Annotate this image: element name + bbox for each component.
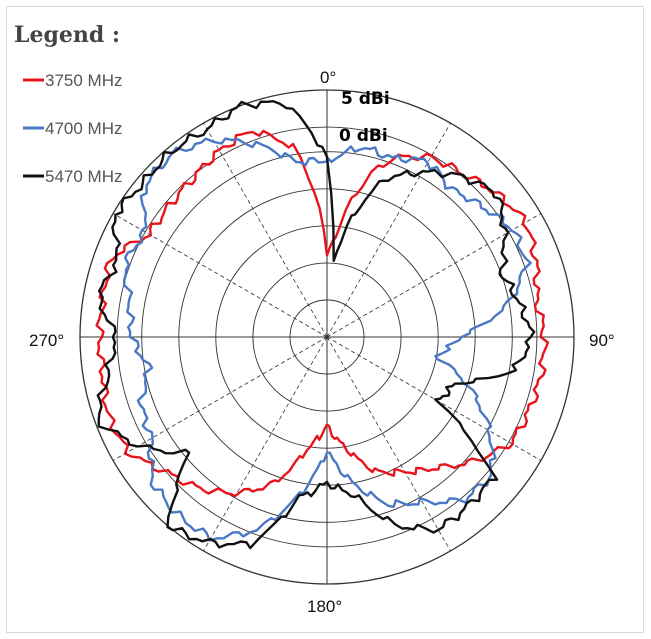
ring-label-5dbi: 5 dBi bbox=[341, 89, 390, 109]
polar-grid bbox=[79, 89, 575, 585]
legend: Legend : 3750 MHz 4700 MHz 5470 MHz bbox=[14, 22, 122, 186]
grid-spoke bbox=[326, 122, 451, 338]
legend-label-4700: 4700 MHz bbox=[45, 119, 122, 138]
series-line-3750-mhz bbox=[95, 129, 550, 498]
grid-spoke bbox=[326, 336, 542, 461]
grid-spoke bbox=[326, 213, 542, 338]
angle-label-0: 0° bbox=[320, 68, 336, 87]
series-line-5470-mhz bbox=[96, 100, 536, 550]
chart-frame bbox=[6, 6, 644, 633]
grid-spoke bbox=[203, 122, 328, 338]
ring-label-0dbi: 0 dBi bbox=[339, 126, 388, 146]
grid-spoke bbox=[326, 336, 451, 552]
legend-label-5470: 5470 MHz bbox=[45, 167, 122, 186]
angle-label-90: 90° bbox=[589, 331, 615, 350]
grid-spoke bbox=[112, 336, 328, 461]
series-group bbox=[95, 100, 550, 550]
angle-label-270: 270° bbox=[29, 331, 64, 350]
grid-spoke bbox=[112, 213, 328, 338]
legend-label-3750: 3750 MHz bbox=[45, 71, 122, 90]
legend-title: Legend : bbox=[14, 22, 120, 48]
series-line-4700-mhz bbox=[123, 137, 532, 542]
angle-label-180: 180° bbox=[307, 597, 342, 616]
grid-spoke bbox=[203, 336, 328, 552]
